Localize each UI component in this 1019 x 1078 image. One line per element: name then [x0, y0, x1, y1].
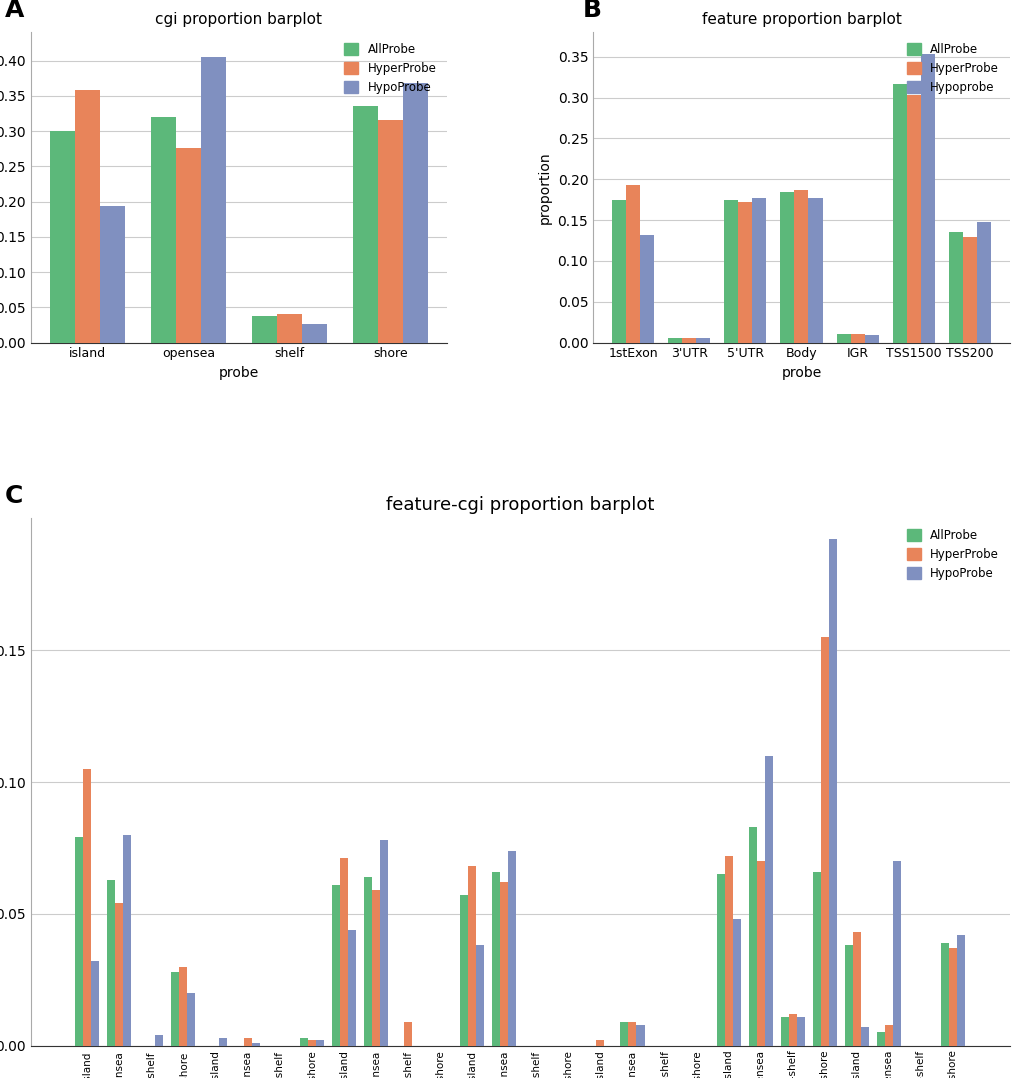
Bar: [723, 856, 732, 1046]
Bar: [640, 235, 653, 343]
Bar: [302, 324, 327, 343]
Bar: [74, 91, 100, 343]
Legend: AllProbe, HyperProbe, HypoProbe: AllProbe, HyperProbe, HypoProbe: [901, 524, 1003, 584]
X-axis label: probe: probe: [219, 365, 259, 379]
Bar: [626, 185, 640, 343]
Bar: [151, 116, 175, 343]
Bar: [764, 756, 772, 1046]
Bar: [906, 95, 920, 343]
Bar: [171, 972, 179, 1046]
Bar: [780, 192, 794, 343]
Bar: [347, 929, 356, 1046]
Bar: [100, 207, 125, 343]
Bar: [353, 107, 377, 343]
Bar: [316, 1040, 323, 1046]
Bar: [372, 890, 379, 1046]
Bar: [836, 333, 850, 343]
Bar: [752, 198, 765, 343]
Bar: [893, 861, 900, 1046]
Title: feature proportion barplot: feature proportion barplot: [701, 12, 901, 27]
X-axis label: probe: probe: [781, 365, 820, 379]
Title: feature-cgi proportion barplot: feature-cgi proportion barplot: [385, 496, 654, 514]
Bar: [276, 314, 302, 343]
Bar: [962, 237, 976, 343]
Bar: [796, 1017, 804, 1046]
Text: A: A: [5, 0, 24, 22]
Legend: AllProbe, HyperProbe, Hypoprobe: AllProbe, HyperProbe, Hypoprobe: [901, 38, 1003, 98]
Bar: [781, 1017, 788, 1046]
Bar: [852, 932, 860, 1046]
Bar: [696, 337, 709, 343]
Bar: [308, 1040, 316, 1046]
Bar: [403, 83, 428, 343]
Text: C: C: [5, 484, 23, 508]
Bar: [628, 1022, 636, 1046]
Bar: [828, 539, 837, 1046]
Text: B: B: [582, 0, 601, 22]
Bar: [404, 1022, 412, 1046]
Bar: [377, 121, 403, 343]
Bar: [756, 861, 764, 1046]
Bar: [83, 769, 91, 1046]
Bar: [339, 858, 347, 1046]
Bar: [460, 896, 468, 1046]
Bar: [175, 148, 201, 343]
Bar: [300, 1038, 308, 1046]
Bar: [957, 935, 964, 1046]
Bar: [107, 880, 115, 1046]
Bar: [611, 201, 626, 343]
Bar: [201, 57, 226, 343]
Bar: [491, 872, 499, 1046]
Bar: [976, 222, 989, 343]
Bar: [716, 874, 723, 1046]
Bar: [252, 1044, 259, 1046]
Bar: [723, 201, 738, 343]
Bar: [364, 876, 372, 1046]
Bar: [864, 335, 877, 343]
Bar: [155, 1035, 163, 1046]
Bar: [860, 1027, 868, 1046]
Bar: [876, 1033, 884, 1046]
Bar: [75, 838, 83, 1046]
Bar: [949, 949, 957, 1046]
Bar: [331, 885, 339, 1046]
Bar: [948, 232, 962, 343]
Bar: [620, 1022, 628, 1046]
Bar: [115, 903, 123, 1046]
Bar: [123, 834, 131, 1046]
Bar: [682, 337, 696, 343]
Bar: [50, 132, 74, 343]
Bar: [788, 1014, 796, 1046]
Bar: [844, 945, 852, 1046]
Bar: [379, 840, 387, 1046]
Bar: [252, 317, 276, 343]
Bar: [179, 967, 187, 1046]
Bar: [892, 84, 906, 343]
Bar: [812, 872, 820, 1046]
Bar: [748, 827, 756, 1046]
Bar: [244, 1038, 252, 1046]
Bar: [499, 882, 507, 1046]
Bar: [920, 54, 933, 343]
Bar: [850, 333, 864, 343]
Bar: [820, 637, 828, 1046]
Bar: [794, 190, 808, 343]
Bar: [941, 943, 949, 1046]
Title: cgi proportion barplot: cgi proportion barplot: [155, 12, 322, 27]
Bar: [808, 198, 821, 343]
Bar: [507, 851, 516, 1046]
Bar: [738, 202, 752, 343]
Bar: [884, 1024, 893, 1046]
Bar: [91, 962, 99, 1046]
Bar: [636, 1024, 644, 1046]
Bar: [468, 867, 476, 1046]
Bar: [667, 338, 682, 343]
Bar: [596, 1040, 604, 1046]
Legend: AllProbe, HyperProbe, HypoProbe: AllProbe, HyperProbe, HypoProbe: [339, 38, 441, 98]
Bar: [476, 945, 484, 1046]
Bar: [219, 1038, 227, 1046]
Bar: [732, 920, 740, 1046]
Y-axis label: proportion: proportion: [537, 151, 551, 224]
Bar: [187, 993, 196, 1046]
